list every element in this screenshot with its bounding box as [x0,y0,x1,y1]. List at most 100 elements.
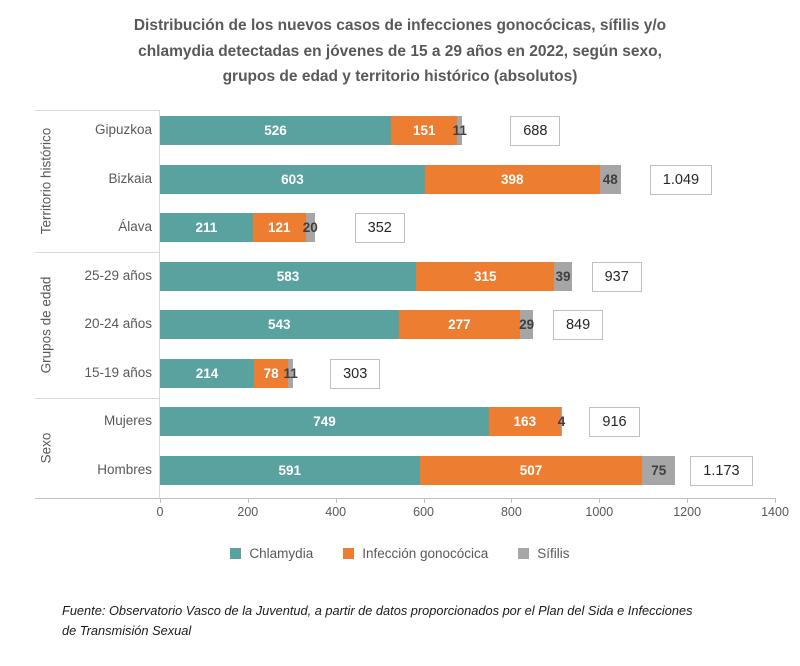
category-label: Álava [118,219,152,235]
x-axis-tick-label: 800 [500,505,522,519]
value-label: 4 [557,414,566,430]
value-label: 526 [264,123,287,138]
chart-title-line-3: grupos de edad y territorio histórico (a… [222,68,578,85]
segment-chlamydia: 591 [160,455,420,485]
bar-row: 526 151 11 [160,116,775,145]
x-axis-tick [160,498,161,503]
group-label: Sexo [38,432,54,464]
segment-gonococica: 78 [254,358,289,388]
total-box: 688 [510,116,561,146]
category-label: 15-19 años [84,364,152,380]
total-box: 352 [354,213,405,244]
segment-chlamydia: 211 [160,213,253,243]
chart-title: Distribución de los nuevos casos de infe… [70,13,730,90]
segment-sifilis: 29 [519,310,535,340]
value-label: 507 [519,462,543,478]
legend-item: Chlamydia [230,546,313,561]
segment-sifilis: 48 [599,164,621,194]
category-label: Mujeres [103,413,152,429]
segment-chlamydia: 526 [160,116,392,145]
segment-gonococica: 315 [416,261,555,291]
value-label: 398 [501,171,524,187]
x-axis-tick [687,498,689,503]
value-label: 48 [602,171,618,187]
segment-chlamydia: 603 [160,164,425,194]
bar-row: 214 78 11 [160,358,775,388]
bar-row: 603 398 48 [160,164,775,194]
segment-sifilis: 11 [453,116,467,145]
value-label: 151 [412,123,436,138]
x-axis-tick [511,498,513,503]
category-label: 20-24 años [84,316,152,332]
segment-sifilis: 39 [554,261,572,291]
x-axis-tick-label: 1000 [585,505,614,519]
value-label: 211 [195,220,218,236]
segment-sifilis: 11 [284,358,298,388]
legend-label: Infección gonocócica [362,546,489,561]
total-box: 1.049 [649,164,713,195]
category-label: Hombres [97,461,152,477]
value-label: 11 [452,123,467,138]
category-label: 25-29 años [84,267,152,283]
source-note: Fuente: Observatorio Vasco de la Juventu… [62,601,752,640]
value-label: 163 [513,414,537,430]
value-label: 543 [268,317,291,333]
legend-label: Sífilis [537,546,570,561]
chart-title-line-2: chlamydia detectadas en jóvenes de 15 a … [138,42,662,60]
bar-row: 583 315 39 [160,261,775,291]
total-box: 303 [330,358,381,389]
value-label: 315 [474,268,497,284]
value-label: 78 [263,365,279,381]
segment-gonococica: 507 [419,455,643,485]
legend: Chlamydia Infección gonocócica Sífilis [0,546,800,561]
value-label: 75 [651,462,667,478]
value-label: 214 [195,365,219,381]
chart-title-line-1: Distribución de los nuevos casos de infe… [133,17,667,34]
x-axis-tick-label: 600 [413,505,434,519]
segment-gonococica: 277 [398,310,521,340]
segment-gonococica: 398 [424,164,600,194]
x-axis-tick [335,498,337,503]
x-axis-tick [599,498,601,503]
group-label: Territorio histórico [38,127,54,235]
x-axis-tick [247,498,249,503]
value-label: 121 [267,220,291,236]
category-axis-line [159,110,160,498]
value-label: 583 [276,268,300,284]
legend-item: Infección gonocócica [343,546,488,561]
bar-row: 543 277 29 [160,310,775,340]
x-axis-tick-label: 1200 [673,505,702,519]
x-axis-tick-label: 400 [325,505,347,519]
x-axis-tick [775,498,776,503]
x-axis-tick [423,498,425,503]
x-axis-tick-label: 1400 [761,505,789,519]
legend-item: Sífilis [518,546,570,561]
segment-sifilis: 20 [302,213,318,243]
bar-row: 591 507 75 [160,455,775,485]
value-label: 29 [519,317,535,333]
segment-chlamydia: 749 [160,407,490,437]
x-axis-tick-label: 0 [156,505,164,519]
value-label: 277 [448,317,471,333]
bar-row: 749 163 4 [160,407,775,437]
total-box: 1.173 [690,455,753,486]
category-label: Gipuzkoa [94,122,152,137]
source-note-line-1: Fuente: Observatorio Vasco de la Juventu… [62,603,693,618]
source-note-line-2: de Transmisión Sexual [62,622,192,638]
legend-marker [343,548,355,559]
x-axis-tick-label: 200 [237,505,259,519]
value-label: 20 [302,220,318,236]
total-box: 849 [552,310,604,341]
legend-marker [230,548,242,559]
legend-label: Chlamydia [249,546,314,561]
segment-sifilis: 75 [642,455,676,485]
legend-marker [518,548,530,559]
segment-sifilis: 4 [557,407,566,437]
value-label: 11 [283,365,298,381]
segment-chlamydia: 543 [160,310,399,340]
category-label: Bizkaia [108,170,152,186]
value-label: 591 [278,462,302,478]
bar-row: 211 121 20 [160,213,775,243]
total-box: 916 [589,407,640,438]
